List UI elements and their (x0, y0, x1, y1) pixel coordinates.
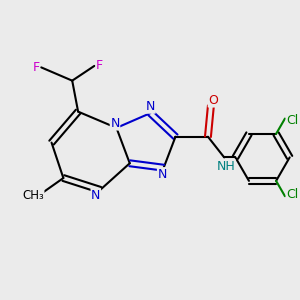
Text: O: O (208, 94, 218, 107)
Text: N: N (110, 117, 120, 130)
Text: N: N (91, 189, 101, 202)
Text: N: N (146, 100, 155, 113)
Text: NH: NH (216, 160, 235, 173)
Text: F: F (32, 61, 40, 74)
Text: N: N (158, 168, 167, 181)
Text: Cl: Cl (286, 113, 298, 127)
Text: Cl: Cl (286, 188, 298, 201)
Text: F: F (96, 59, 103, 72)
Text: CH₃: CH₃ (22, 189, 44, 202)
